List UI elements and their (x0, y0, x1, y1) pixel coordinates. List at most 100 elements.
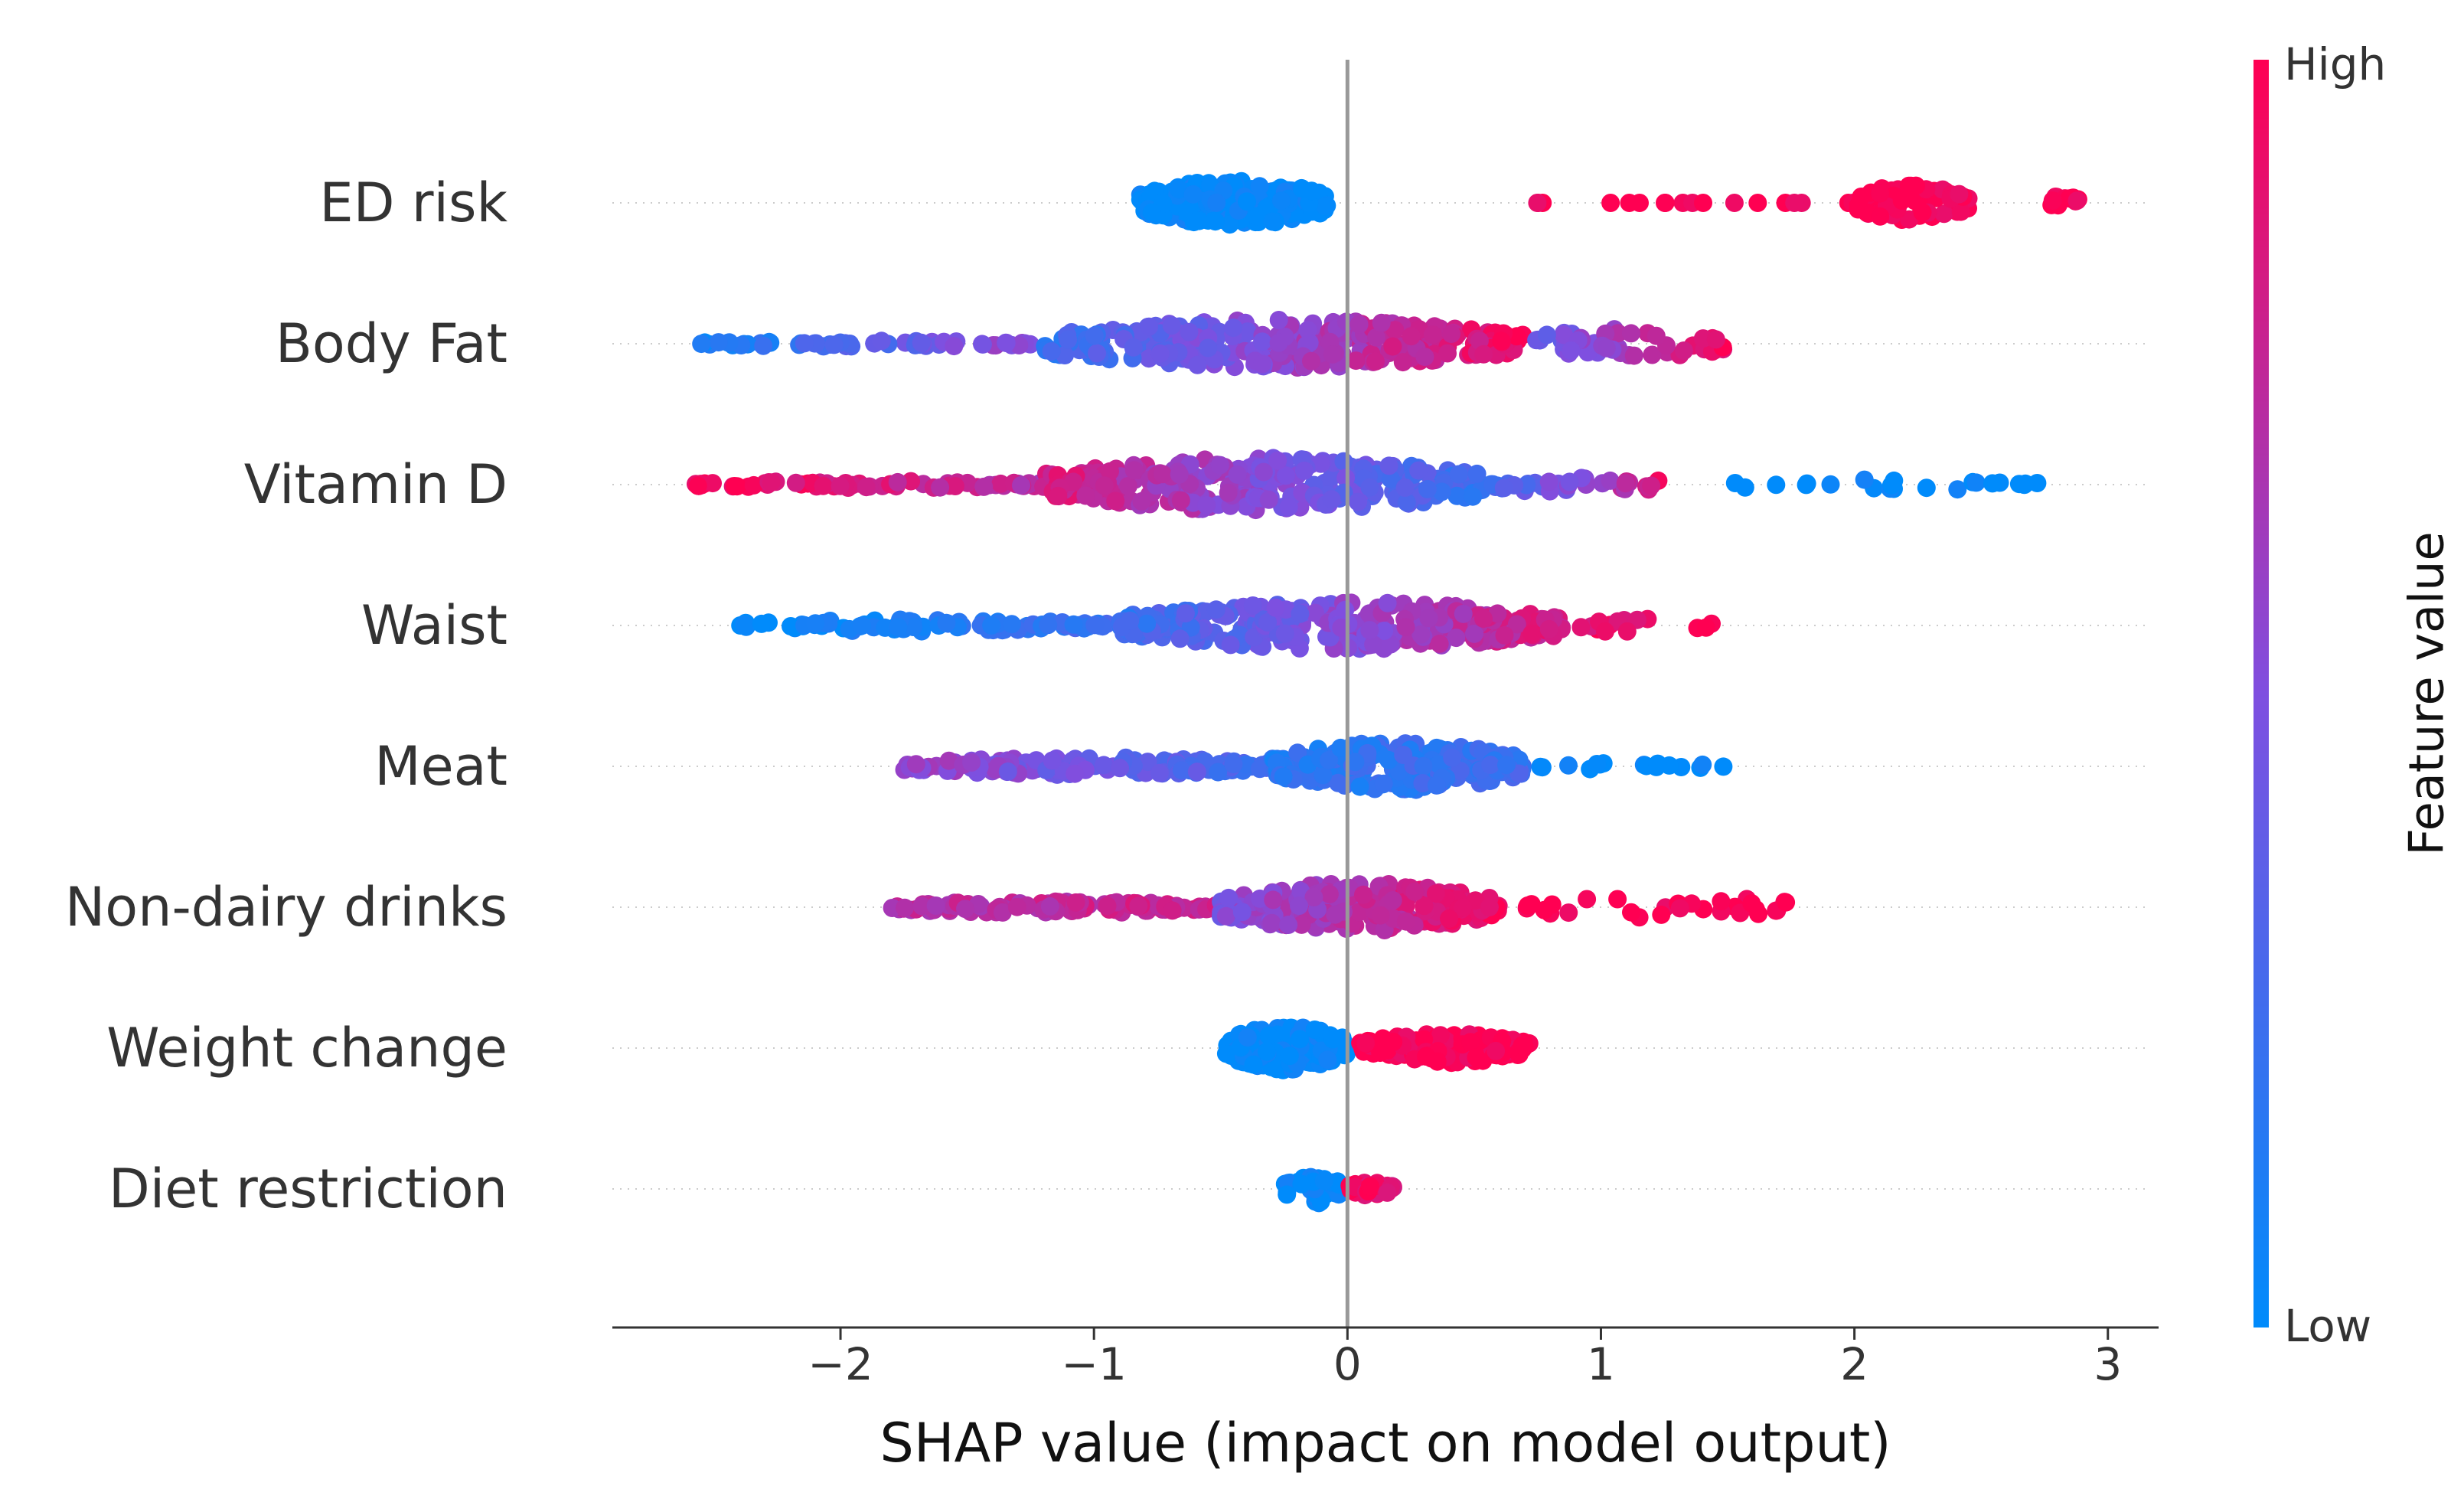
shap-point (1322, 490, 1341, 509)
shap-point (1559, 756, 1578, 775)
shap-point (876, 618, 895, 637)
shap-point (1513, 1036, 1532, 1055)
shap-point (1449, 465, 1468, 484)
shap-point (1040, 896, 1059, 916)
shap-point (2067, 191, 2087, 211)
feature-label: Body Fat (276, 312, 507, 375)
shap-point (888, 472, 907, 491)
shap-point (956, 900, 974, 919)
shap-point (1360, 1177, 1379, 1196)
shap-point (1405, 882, 1425, 901)
shap-point (1934, 204, 1953, 224)
shap-point (1315, 197, 1334, 216)
shap-point (1209, 763, 1228, 782)
shap-point (1059, 330, 1078, 349)
x-tick-label: 2 (1840, 1338, 1868, 1390)
shap-point (1142, 203, 1161, 222)
shap-point (1292, 915, 1311, 934)
shap-point (1438, 344, 1457, 363)
shap-point (1278, 1185, 1297, 1204)
shap-point (998, 762, 1017, 781)
shap-point (1276, 466, 1295, 485)
feature-row-points (895, 734, 1733, 799)
shap-point (1304, 888, 1323, 906)
shap-point (1280, 1047, 1299, 1066)
shap-point (1124, 461, 1144, 480)
shap-point (1454, 604, 1473, 623)
shap-point (1411, 625, 1431, 644)
shap-point (1140, 317, 1158, 336)
shap-point (1451, 761, 1470, 780)
shap-point (1197, 495, 1216, 514)
shap-point (1356, 1034, 1375, 1053)
x-tick-label: 3 (2094, 1338, 2122, 1390)
shap-point (973, 335, 992, 354)
shap-point (1224, 318, 1243, 338)
shap-point (1279, 498, 1298, 517)
shap-point (1042, 342, 1061, 361)
shap-point (1539, 472, 1558, 491)
shap-point (1474, 345, 1493, 364)
shap-point (1238, 192, 1256, 211)
shap-point (1646, 326, 1666, 345)
shap-point (1095, 756, 1113, 775)
shap-point (1049, 486, 1068, 505)
shap-point (1106, 491, 1125, 511)
shap-point (1012, 476, 1030, 495)
shap-point (1396, 618, 1415, 637)
shap-point (1137, 614, 1157, 633)
shap-point (1354, 885, 1372, 904)
shap-point (1797, 475, 1816, 495)
shap-point (1374, 774, 1393, 793)
shap-point (1066, 893, 1085, 912)
shap-point (1183, 185, 1203, 204)
shap-point (1216, 906, 1235, 926)
shap-point (795, 334, 814, 353)
shap-point (1250, 759, 1269, 779)
shap-point (1098, 896, 1117, 916)
shap-point (1206, 600, 1225, 619)
shap-point (1184, 213, 1203, 232)
feature-label: ED risk (319, 171, 507, 234)
shap-point (1621, 324, 1640, 343)
shap-point (688, 476, 707, 495)
shap-point (1443, 748, 1462, 767)
shap-point (1378, 593, 1397, 612)
shap-point (1474, 609, 1493, 629)
feature-row-points (692, 311, 1733, 377)
colorbar-low-label: Low (2284, 1300, 2371, 1352)
shap-point (1101, 462, 1119, 481)
shap-point (1257, 1042, 1276, 1061)
shap-point (1314, 1171, 1333, 1190)
colorbar: High Low Feature value (2253, 38, 2455, 1352)
shap-point (1465, 624, 1483, 643)
shap-point (1350, 777, 1369, 796)
shap-point (1467, 464, 1487, 483)
shap-point (1263, 212, 1282, 231)
shap-point (1366, 352, 1385, 371)
shap-point (1447, 629, 1466, 648)
shap-point (1085, 326, 1104, 345)
shap-point (1396, 912, 1415, 931)
shap-point (1785, 194, 1804, 212)
shap-point (1076, 486, 1095, 505)
shap-point (1454, 898, 1473, 917)
shap-point (1180, 322, 1199, 341)
shap-point (1983, 474, 2002, 493)
shap-point (1562, 341, 1581, 360)
shap-point (1254, 462, 1273, 482)
shap-point (2015, 475, 2034, 495)
shap-point (1394, 746, 1413, 764)
shap-point (1670, 899, 1689, 918)
shap-point (1172, 761, 1191, 780)
shap-point (1349, 315, 1369, 334)
shap-point (1578, 890, 1597, 909)
feature-row-points (1216, 1018, 1539, 1079)
shap-point (1630, 194, 1649, 212)
feature-row-points (687, 449, 2047, 520)
shap-point (1395, 478, 1415, 497)
shap-point (1694, 194, 1712, 212)
shap-point (1346, 351, 1366, 371)
shap-point (1132, 491, 1151, 511)
